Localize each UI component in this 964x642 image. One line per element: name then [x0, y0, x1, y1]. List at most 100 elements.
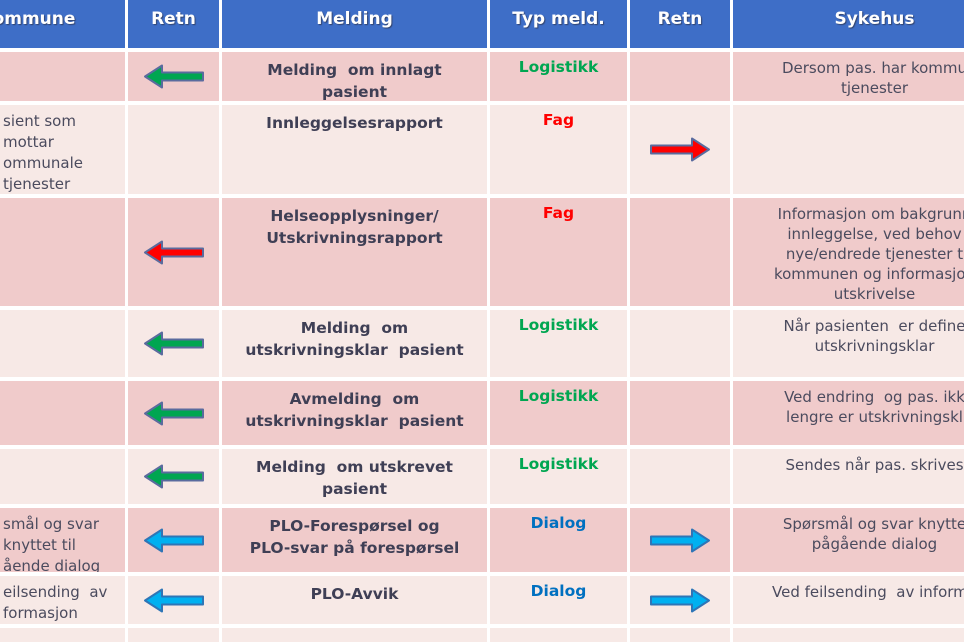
- cell-typ-meld-text: Fag: [542, 204, 575, 222]
- left-arrow-icon: [143, 331, 204, 356]
- cell-kommune-text: sient som mottar ommunale tjenester: [3, 112, 84, 193]
- cell-kommune: [0, 310, 125, 377]
- cell-melding-text: PLO-Forespørsel og PLO-svar på forespørs…: [249, 517, 460, 557]
- left-arrow-icon: [143, 528, 204, 552]
- cell-typ-meld-text: Fag: [542, 111, 575, 129]
- cell-kommune: [0, 198, 125, 306]
- header-sykehus: Sykehus: [733, 0, 964, 48]
- cell-kommune: sient som mottar ommunale tjenester: [0, 105, 125, 194]
- table-header-row: ommune Retn Melding Typ meld. Retn Sykeh…: [0, 0, 964, 48]
- header-retn-left: Retn: [128, 0, 219, 48]
- cell-retn-to-kommune: [128, 576, 219, 624]
- table-row: Avmelding om utskrivningsklar pasient Log…: [0, 381, 964, 445]
- cell-retn-to-kommune: [128, 381, 219, 445]
- cell-kommune-text: smål og svar knyttet til ående dialog: [3, 515, 101, 572]
- table-row: Melding om utskrevet pasient Logistikk Sen…: [0, 449, 964, 504]
- cell-kommune: smål og svar knyttet til ående dialog: [0, 508, 125, 572]
- cell-sykehus: Når pasienten er define utskrivningsklar: [733, 310, 964, 377]
- cell-sykehus-text: Ved feilsending av informa: [772, 583, 964, 601]
- cell-typ-meld-text: Dialog: [530, 514, 587, 532]
- cell-melding: PLO-Avvik: [222, 576, 487, 624]
- cell-typ-meld-text: Logistikk: [518, 387, 599, 405]
- left-arrow-icon: [143, 240, 204, 264]
- cell-typ-meld: Logistikk: [490, 449, 627, 504]
- table-row: Melding om innlagt pasient Logistikk Derso…: [0, 52, 964, 101]
- header-typ-meld: Typ meld.: [490, 0, 627, 48]
- cell-sykehus: [733, 105, 964, 194]
- cell-kommune: [0, 381, 125, 445]
- cell-retn-to-sykehus: [630, 628, 730, 642]
- cell-melding: Melding om innlagt pasient: [222, 52, 487, 101]
- cell-melding-text: Melding om utskrivningsklar pasient: [245, 319, 464, 359]
- cell-typ-meld-text: Dialog: [530, 582, 587, 600]
- cell-melding: PLO-Forespørsel og PLO-svar på forespørs…: [222, 508, 487, 572]
- cell-kommune-text: eilsending av formasjon: [3, 583, 108, 622]
- cell-sykehus: Dersom pas. har kommu tjenester: [733, 52, 964, 101]
- cell-sykehus-text: Ved endring og pas. ikk lengre er utskri…: [784, 388, 964, 426]
- cell-sykehus: Sendes når pas. skrives: [733, 449, 964, 504]
- cell-sykehus: Ved endring og pas. ikk lengre er utskri…: [733, 381, 964, 445]
- cell-melding: Helseopplysninger/ Utskrivningsrapport: [222, 198, 487, 306]
- cell-melding-text: Innleggelsesrapport: [266, 114, 443, 132]
- cell-typ-meld-text: Logistikk: [518, 58, 599, 76]
- table-row: eilsending av formasjon PLO-Avvik Dialog Ve…: [0, 576, 964, 624]
- cell-retn-to-kommune: [128, 52, 219, 101]
- cell-typ-meld: Fag: [490, 105, 627, 194]
- cell-retn-to-kommune: [128, 310, 219, 377]
- left-arrow-icon: [143, 64, 204, 89]
- table-row: smål og svar knyttet til ående dialog PLO…: [0, 508, 964, 572]
- cell-sykehus-text: Spørsmål og svar knytte pågående dialog: [782, 515, 964, 553]
- left-arrow-icon: [143, 588, 204, 612]
- cell-typ-meld: Dialog: [490, 576, 627, 624]
- header-retn-right: Retn: [630, 0, 730, 48]
- cell-melding-text: Helseopplysninger/ Utskrivningsrapport: [266, 207, 443, 247]
- cell-retn-to-sykehus: [630, 310, 730, 377]
- cell-typ-meld: [490, 628, 627, 642]
- cell-melding-text: Avmelding om utskrivningsklar pasient: [245, 390, 464, 430]
- cell-melding: Avmelding om utskrivningsklar pasient: [222, 381, 487, 445]
- cell-retn-to-sykehus: [630, 381, 730, 445]
- left-arrow-icon: [143, 464, 204, 489]
- table-row: Melding om utskrivningsklar pasient Logis…: [0, 310, 964, 377]
- cell-melding: [222, 628, 487, 642]
- cell-retn-to-sykehus: [630, 508, 730, 572]
- cell-retn-to-sykehus: [630, 52, 730, 101]
- cell-sykehus: Spørsmål og svar knytte pågående dialog: [733, 508, 964, 572]
- cell-kommune: [0, 52, 125, 101]
- cell-typ-meld: Dialog: [490, 508, 627, 572]
- cell-sykehus: Ved feilsending av informa: [733, 576, 964, 624]
- table-row: Helseopplysninger/ Utskrivningsrapport Fa…: [0, 198, 964, 306]
- cell-retn-to-kommune: [128, 508, 219, 572]
- table-row: [0, 628, 964, 642]
- cell-melding-text: Melding om utskrevet pasient: [256, 458, 453, 498]
- cell-typ-meld: Logistikk: [490, 381, 627, 445]
- cell-typ-meld: Logistikk: [490, 310, 627, 377]
- cell-melding: Melding om utskrivningsklar pasient: [222, 310, 487, 377]
- header-melding: Melding: [222, 0, 487, 48]
- cell-melding-text: Melding om innlagt pasient: [267, 61, 442, 101]
- cell-retn-to-sykehus: [630, 576, 730, 624]
- cell-retn-to-kommune: [128, 198, 219, 306]
- cell-sykehus-text: Sendes når pas. skrives: [785, 456, 964, 474]
- cell-sykehus-text: Informasjon om bakgrunn innleggelse, ved…: [773, 205, 964, 303]
- right-arrow-icon: [650, 528, 710, 552]
- cell-sykehus-text: Når pasienten er define utskrivningsklar: [783, 317, 964, 355]
- right-arrow-icon: [650, 137, 710, 162]
- right-arrow-icon: [650, 588, 710, 612]
- cell-melding: Melding om utskrevet pasient: [222, 449, 487, 504]
- header-kommune: ommune: [0, 0, 125, 48]
- cell-melding-text: PLO-Avvik: [310, 585, 399, 603]
- cell-sykehus-text: Dersom pas. har kommu tjenester: [781, 59, 964, 97]
- cell-retn-to-kommune: [128, 449, 219, 504]
- left-arrow-icon: [143, 401, 204, 425]
- cell-kommune: [0, 449, 125, 504]
- cell-typ-meld-text: Logistikk: [518, 316, 599, 334]
- cell-melding: Innleggelsesrapport: [222, 105, 487, 194]
- table-row: sient som mottar ommunale tjenester Innle…: [0, 105, 964, 194]
- cell-kommune: eilsending av formasjon: [0, 576, 125, 624]
- cell-sykehus: [733, 628, 964, 642]
- cell-typ-meld-text: Logistikk: [518, 455, 599, 473]
- cell-typ-meld: Logistikk: [490, 52, 627, 101]
